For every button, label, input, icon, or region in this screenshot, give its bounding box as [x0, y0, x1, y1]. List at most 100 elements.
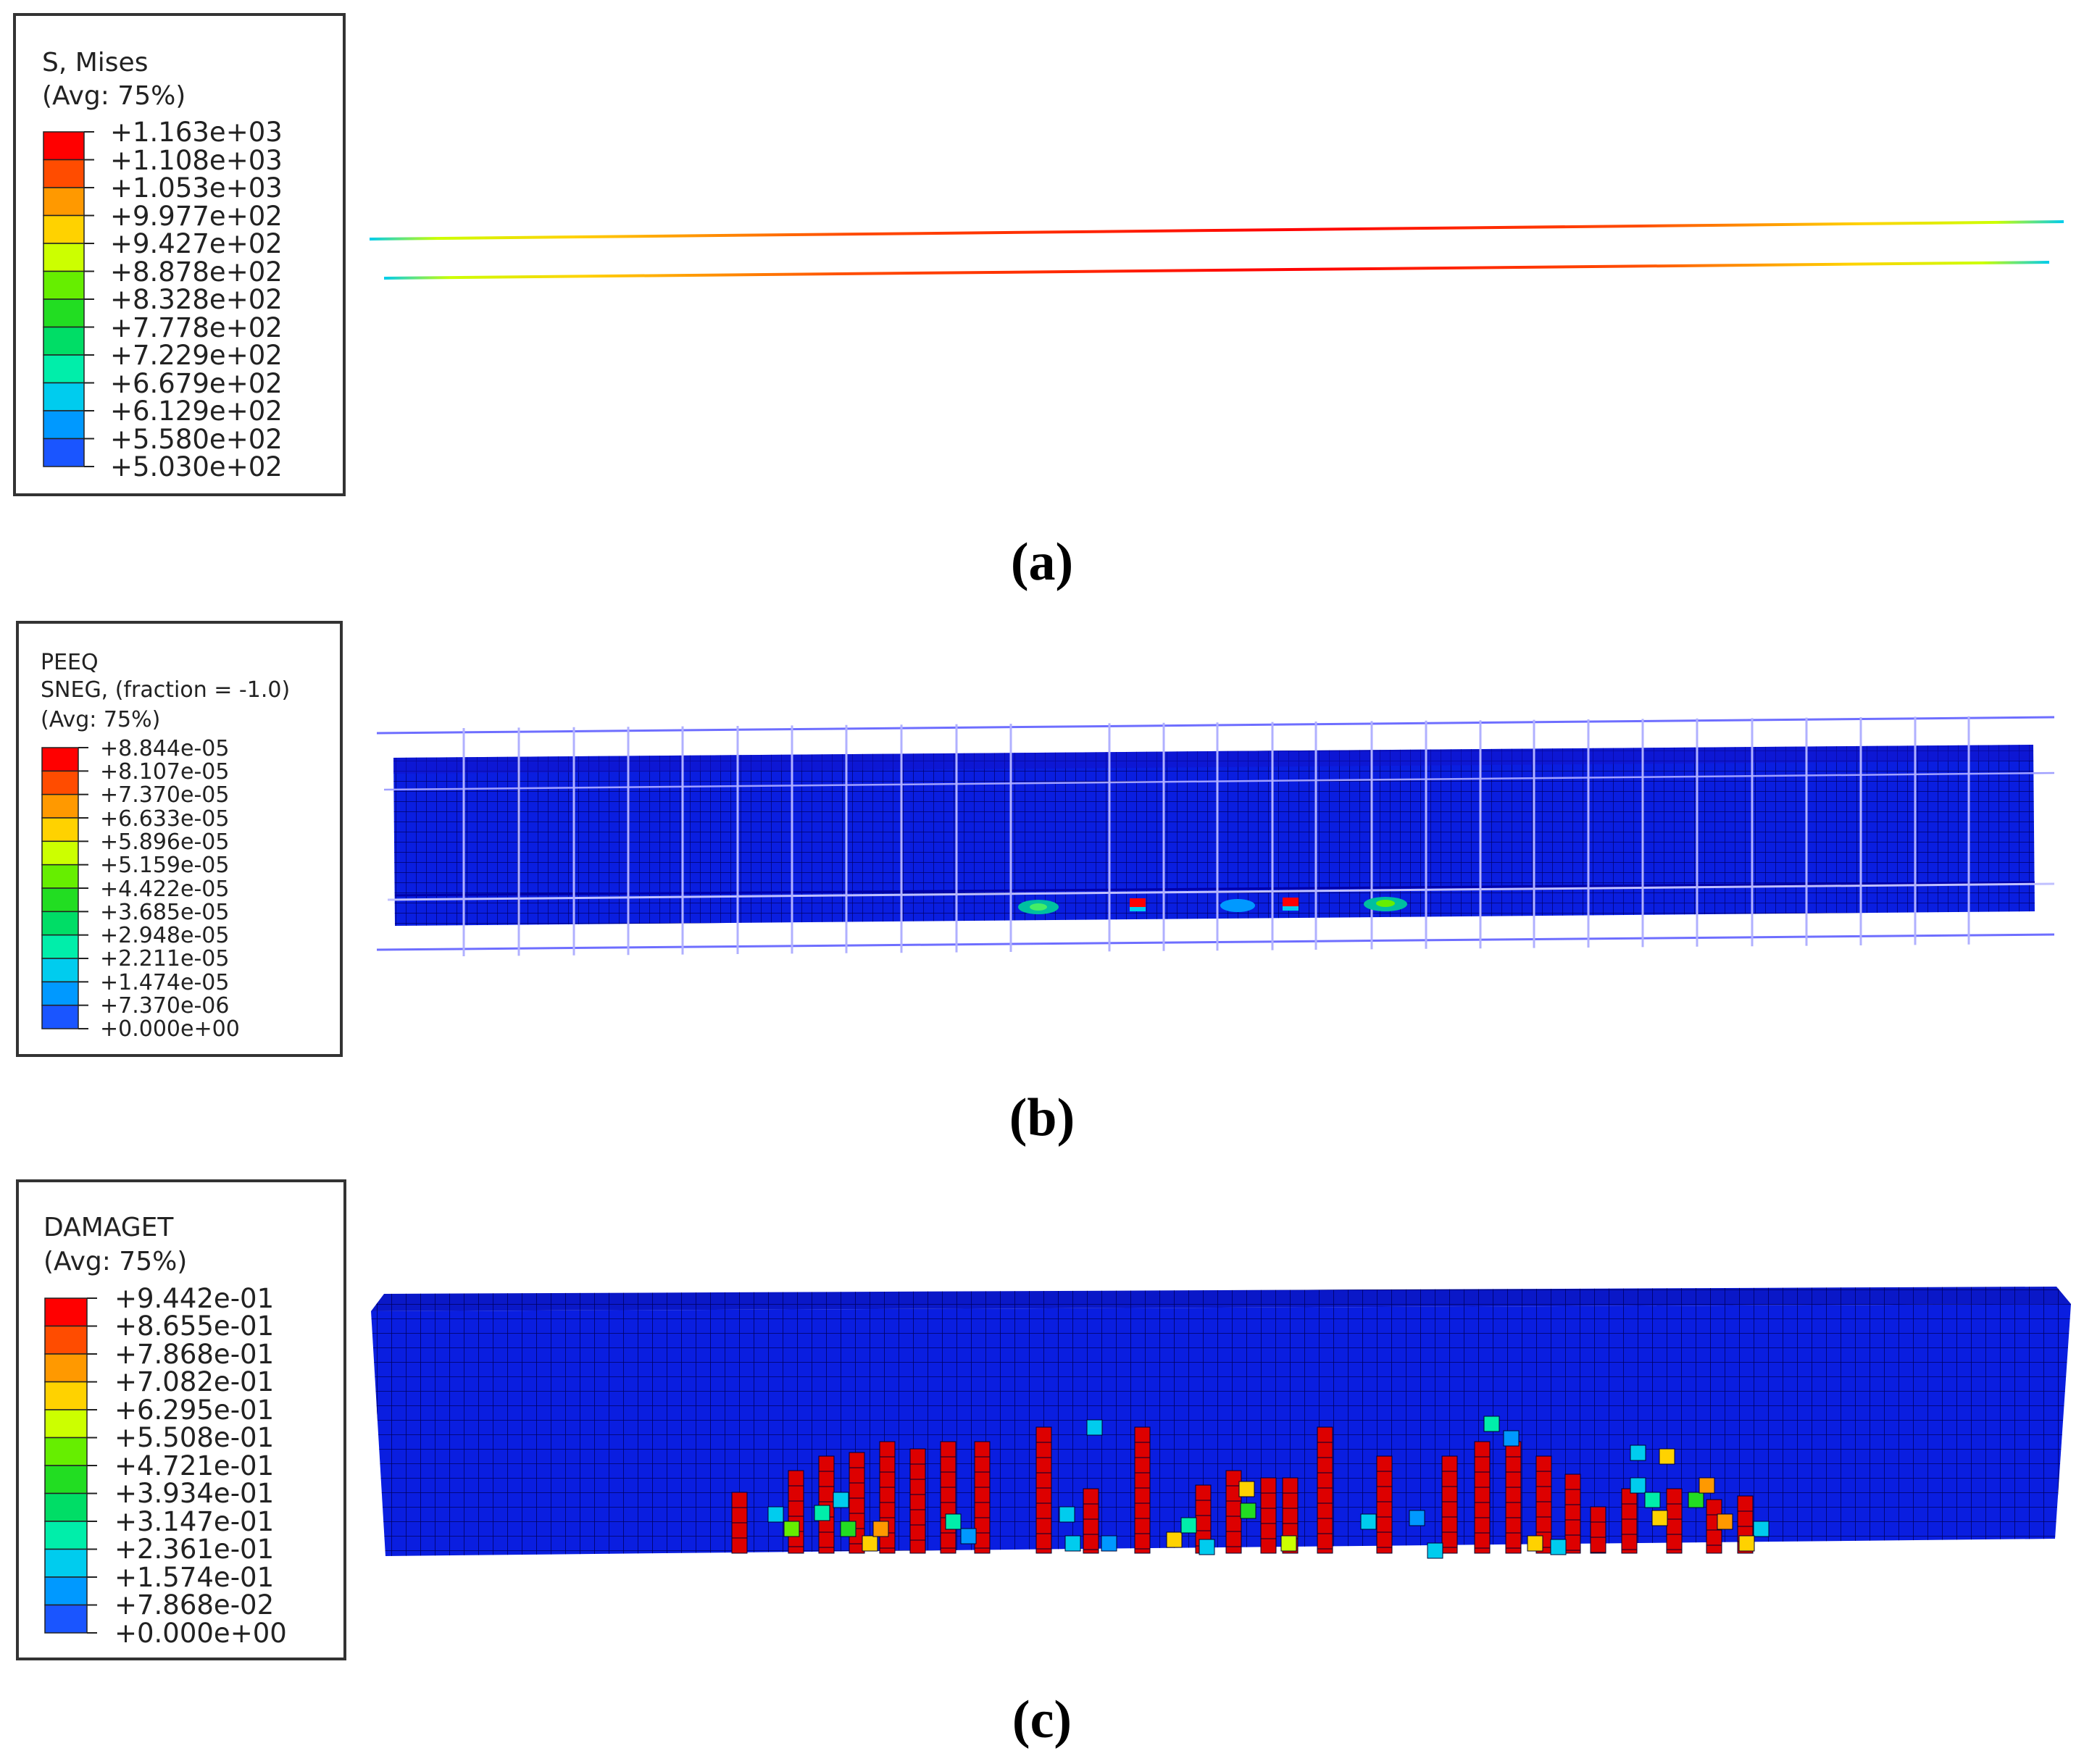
panel-b: PEEQ SNEG, (fraction = -1.0) (Avg: 75%) … — [16, 621, 2055, 1148]
damage-cell — [974, 1517, 991, 1534]
damage-cell — [1376, 1531, 1393, 1548]
damage-cell-partial — [814, 1505, 830, 1521]
legend-c-values: +9.442e-01 +8.655e-01 +7.868e-01 +7.082e… — [114, 1283, 287, 1649]
damage-cell — [1195, 1515, 1212, 1531]
damage-cell-partial — [1086, 1419, 1103, 1436]
damage-cell — [1706, 1544, 1722, 1554]
damage-cell — [788, 1546, 804, 1554]
damage-cell — [1376, 1455, 1393, 1472]
damage-cell — [940, 1441, 956, 1458]
caption-c: (c) — [1012, 1690, 1072, 1750]
damage-cell — [1666, 1488, 1683, 1505]
damage-cell — [909, 1479, 926, 1495]
legend-a-swatch-5 — [43, 270, 85, 300]
damage-cell-partial — [1717, 1513, 1733, 1530]
damage-cell — [1317, 1518, 1333, 1534]
damage-cell — [1376, 1471, 1393, 1487]
damage-cell — [1282, 1508, 1299, 1524]
damage-cell-partial — [1630, 1477, 1646, 1494]
damage-cell-partial — [1527, 1535, 1543, 1552]
strain-spot-4 — [1283, 898, 1299, 906]
legend-c-swatch-0 — [44, 1297, 88, 1327]
damage-cell — [1317, 1472, 1333, 1489]
damage-cell — [1083, 1518, 1099, 1535]
damage-cell — [1590, 1506, 1606, 1523]
legend-b: PEEQ SNEG, (fraction = -1.0) (Avg: 75%) … — [16, 621, 343, 1057]
damage-cell — [1282, 1477, 1299, 1494]
damage-cell — [1260, 1538, 1277, 1554]
legend-b-value-7: +3.685e-05 — [100, 900, 229, 925]
damage-cell — [849, 1482, 865, 1499]
legend-b-value-3: +6.633e-05 — [100, 806, 229, 832]
damage-cell — [1621, 1549, 1638, 1554]
legend-c-title-2: (Avg: 75%) — [43, 1247, 187, 1276]
damage-cell-partial — [1699, 1477, 1715, 1494]
tensile-damage-cracks — [731, 1416, 1770, 1559]
legend-b-swatch-9 — [41, 958, 79, 983]
legend-a-value-4: +9.427e+02 — [110, 228, 283, 259]
beam-model-b — [376, 716, 2055, 956]
legend-a-value-5: +8.878e+02 — [110, 256, 283, 288]
damage-cell-partial — [1427, 1542, 1443, 1559]
damage-cell — [1282, 1492, 1299, 1509]
damage-cell — [1083, 1549, 1099, 1554]
legend-a-value-7: +7.778e+02 — [110, 312, 283, 343]
damage-cell — [1621, 1518, 1638, 1535]
damage-cell — [1474, 1517, 1491, 1534]
damage-cell-partial — [840, 1521, 856, 1537]
damage-cell — [818, 1486, 835, 1502]
damage-cell-partial — [1738, 1535, 1755, 1552]
legend-a-swatch-7 — [43, 326, 85, 356]
damage-cell — [1035, 1487, 1052, 1504]
damage-cell — [1535, 1471, 1552, 1487]
damage-cell — [1225, 1531, 1242, 1547]
damage-cell-partial — [945, 1513, 962, 1530]
damage-cell — [788, 1470, 804, 1487]
damage-cell — [731, 1537, 748, 1554]
damage-cell — [879, 1487, 896, 1503]
legend-c-value-9: +2.361e-01 — [114, 1534, 274, 1565]
damage-cell — [974, 1547, 991, 1554]
legend-b-swatch-8 — [41, 934, 79, 959]
damage-cell — [1564, 1519, 1581, 1536]
damage-cell — [1035, 1442, 1052, 1458]
damage-cell — [1441, 1486, 1458, 1502]
damage-cell — [940, 1532, 956, 1549]
legend-c-swatch-10 — [44, 1576, 88, 1606]
legend-a-swatch-0 — [43, 131, 85, 161]
damage-cell-partial — [862, 1535, 878, 1552]
damage-cell — [1134, 1472, 1151, 1489]
damage-cell — [1505, 1471, 1522, 1488]
legend-c-value-4: +6.295e-01 — [114, 1395, 274, 1426]
damage-cell — [1666, 1534, 1683, 1550]
legend-c-value-7: +3.934e-01 — [114, 1478, 274, 1509]
legend-a-value-2: +1.053e+03 — [110, 172, 283, 204]
damage-cell-partial — [1550, 1539, 1567, 1555]
damage-cell — [1317, 1426, 1333, 1443]
damage-cell — [974, 1532, 991, 1549]
damage-cell — [1590, 1537, 1606, 1553]
damage-cell-partial — [1688, 1492, 1704, 1508]
legend-c-swatch-11 — [44, 1604, 88, 1634]
legend-a-swatch-8 — [43, 354, 85, 384]
damage-cell — [731, 1507, 748, 1523]
legend-c-swatch-7 — [44, 1492, 88, 1522]
damage-cell — [1666, 1503, 1683, 1520]
legend-a-swatch-1 — [43, 159, 85, 188]
panel-c: DAMAGET (Avg: 75%) +9.442e-01 +8.655e-01… — [16, 1179, 2071, 1750]
legend-c-value-0: +9.442e-01 — [114, 1283, 274, 1314]
legend-b-value-10: +1.474e-05 — [100, 970, 229, 995]
damage-cell — [818, 1531, 835, 1548]
legend-a-value-0: +1.163e+03 — [110, 117, 283, 148]
damage-cell — [818, 1547, 835, 1554]
damage-cell — [1441, 1531, 1458, 1548]
damage-cell — [1195, 1484, 1212, 1501]
damage-cell-partial — [1059, 1506, 1075, 1523]
damage-cell — [1474, 1532, 1491, 1549]
damage-cell — [1474, 1502, 1491, 1518]
legend-a-value-12: +5.030e+02 — [110, 451, 283, 482]
damage-cell — [1134, 1548, 1151, 1554]
legend-c-swatch-9 — [44, 1548, 88, 1578]
legend-b-title-1: PEEQ — [41, 650, 99, 675]
legend-b-value-12: +0.000e+00 — [100, 1016, 240, 1042]
